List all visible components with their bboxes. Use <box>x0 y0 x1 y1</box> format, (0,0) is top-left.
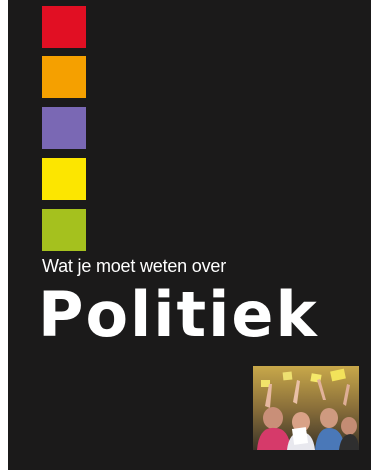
green-swatch <box>42 209 86 251</box>
crowd-raising-hands-icon <box>253 366 359 450</box>
crowd-photo <box>253 366 359 450</box>
cover-title: Politiek <box>38 278 319 351</box>
purple-swatch <box>42 107 86 149</box>
orange-swatch <box>42 56 86 98</box>
red-swatch <box>42 6 86 48</box>
book-cover: Wat je moet weten over Politiek <box>8 0 371 470</box>
yellow-swatch <box>42 158 86 200</box>
cover-subtitle: Wat je moet weten over <box>42 256 227 276</box>
